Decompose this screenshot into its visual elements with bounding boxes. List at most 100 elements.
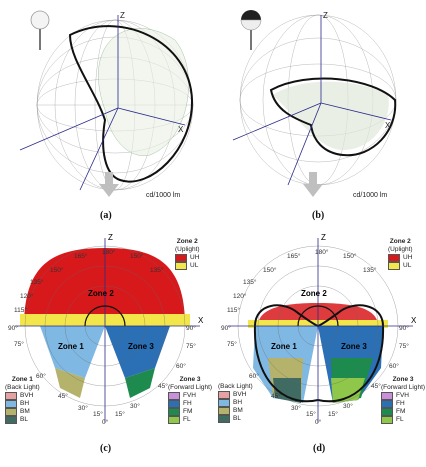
unit-label-b: cd/1000 lm [353,192,388,199]
legend-swatch [381,416,393,424]
angle-45-d: 45° [271,392,281,400]
legend-item-label: FM [396,408,406,415]
legend-zone2-d: Zone 2 (Uplight) UH UL [388,238,413,270]
angle-30-right-c: 30° [130,402,140,410]
legend-swatch [381,400,393,408]
z-axis-label-b: Z [323,11,328,20]
angle-75-d: 75° [227,340,237,348]
legend-swatch [175,262,187,270]
x-axis-label-d: X [411,316,417,325]
angle-30-d: 30° [291,404,301,412]
legend-swatch [175,254,187,262]
caption-b: (b) [312,210,325,221]
angle-135-right-d: 135° [363,266,377,274]
legend-swatch [5,392,17,400]
legend-subtitle: (Forward Light) [168,384,213,391]
zone2-label-c: Zone 2 [88,289,114,298]
legend-item-label: BM [20,408,30,415]
angle-115-d: 115° [227,306,240,314]
legend-swatch [218,407,230,415]
legend-item-label: FL [183,416,191,423]
unit-label-a: cd/1000 lm [146,192,181,199]
angle-150-d: 150° [263,266,277,274]
angle-90-right-c: 90° [186,324,196,332]
angle-150-right-c: 150° [130,252,144,260]
legend-zone2-c: Zone 2 (Uplight) UH UL [175,238,200,270]
angle-15-right-c: 15° [115,410,125,418]
x-axis-label-b: X [385,121,391,130]
legend-swatch [5,416,17,424]
legend-swatch [168,408,180,416]
angle-90-right-d: 90° [399,324,409,332]
legend-item-label: BL [233,415,241,422]
photometric-solid-b: Z X [232,10,397,197]
legend-swatch [5,408,17,416]
legend-item-label: FVH [396,392,409,399]
globe-lamp-icon [30,10,50,50]
legend-subtitle: (Back Light) [5,384,40,391]
legend-subtitle: (Uplight) [388,246,413,253]
angle-135-c: 135° [30,278,44,286]
angle-45-c: 45° [58,392,68,400]
legend-swatch [168,400,180,408]
angle-165-d: 165° [287,252,301,260]
angle-60-d: 60° [249,372,259,380]
legend-subtitle: (Uplight) [175,246,200,253]
angle-75-right-d: 75° [399,342,409,350]
legend-swatch [5,400,17,408]
legend-title: Zone 3 [392,376,414,383]
caption-a: (a) [100,210,112,221]
x-axis-label-a: X [178,125,184,134]
legend-swatch [381,408,393,416]
angle-30-right-d: 30° [343,402,353,410]
legend-item-label: BVH [20,392,34,399]
legend-swatch [218,391,230,399]
legend-item-label: BL [20,416,28,423]
angle-60-right-c: 60° [176,362,186,370]
z-axis-label-d: Z [321,233,326,242]
legend-item-label: BVH [233,391,247,398]
zone1-label-d: Zone 1 [271,342,297,351]
angle-120-c: 120° [20,292,34,300]
angle-180-c: 180° [102,248,116,256]
legend-swatch [381,392,393,400]
legend-zone1-d: (Back Light) BVH BH BM BL [218,383,253,423]
angle-150-c: 150° [50,266,64,274]
polar-zone-diagram-d: Z X Zone 2 Zone 1 Zone 3 180° 165° 150° … [221,233,417,426]
panel-d: Z X Zone 2 Zone 1 Zone 3 180° 165° 150° … [213,228,426,462]
legend-item-label: FL [396,416,404,423]
legend-swatch [388,262,400,270]
legend-item-label: UH [403,254,413,261]
legend-item-label: BM [233,407,243,414]
legend-zone3-c: Zone 3 (Forward Light) FVH FH FM FL [168,376,212,424]
angle-120-d: 120° [233,292,247,300]
legend-subtitle: (Forward Light) [381,384,426,391]
legend-swatch [218,399,230,407]
legend-item-label: BH [233,399,243,406]
angle-115-c: 115° [14,306,27,314]
panel-a: Z X cd/1000 lm (a) [0,0,213,225]
legend-zone3-d: Zone 3 (Forward Light) FVH FH FM FL [381,376,425,424]
angle-0-c: 0° [102,418,109,426]
panel-c: Z X Zone 2 Zone 1 Zone 3 180° 165° 150° … [0,228,213,462]
z-axis-label-c: Z [108,233,113,242]
legend-item-label: FM [183,408,193,415]
legend-title: Zone 2 [176,238,198,245]
legend-item-label: UL [403,262,412,269]
zone1-label-c: Zone 1 [58,342,84,351]
legend-item-label: UH [190,254,200,261]
angle-60-c: 60° [36,372,46,380]
legend-item-label: BH [20,400,30,407]
legend-title: Zone 2 [389,238,411,245]
caption-c: (c) [100,443,112,454]
photometric-solid-a: Z X [19,10,194,197]
angle-0-d: 0° [315,418,322,426]
dark-lamp-icon [240,10,262,50]
down-arrow-icon [303,172,323,197]
angle-75-c: 75° [14,340,24,348]
angle-75-right-c: 75° [186,342,196,350]
angle-15-right-d: 15° [328,410,338,418]
legend-item-label: FH [183,400,192,407]
legend-swatch [218,415,230,423]
z-axis-label-a: Z [120,11,125,20]
